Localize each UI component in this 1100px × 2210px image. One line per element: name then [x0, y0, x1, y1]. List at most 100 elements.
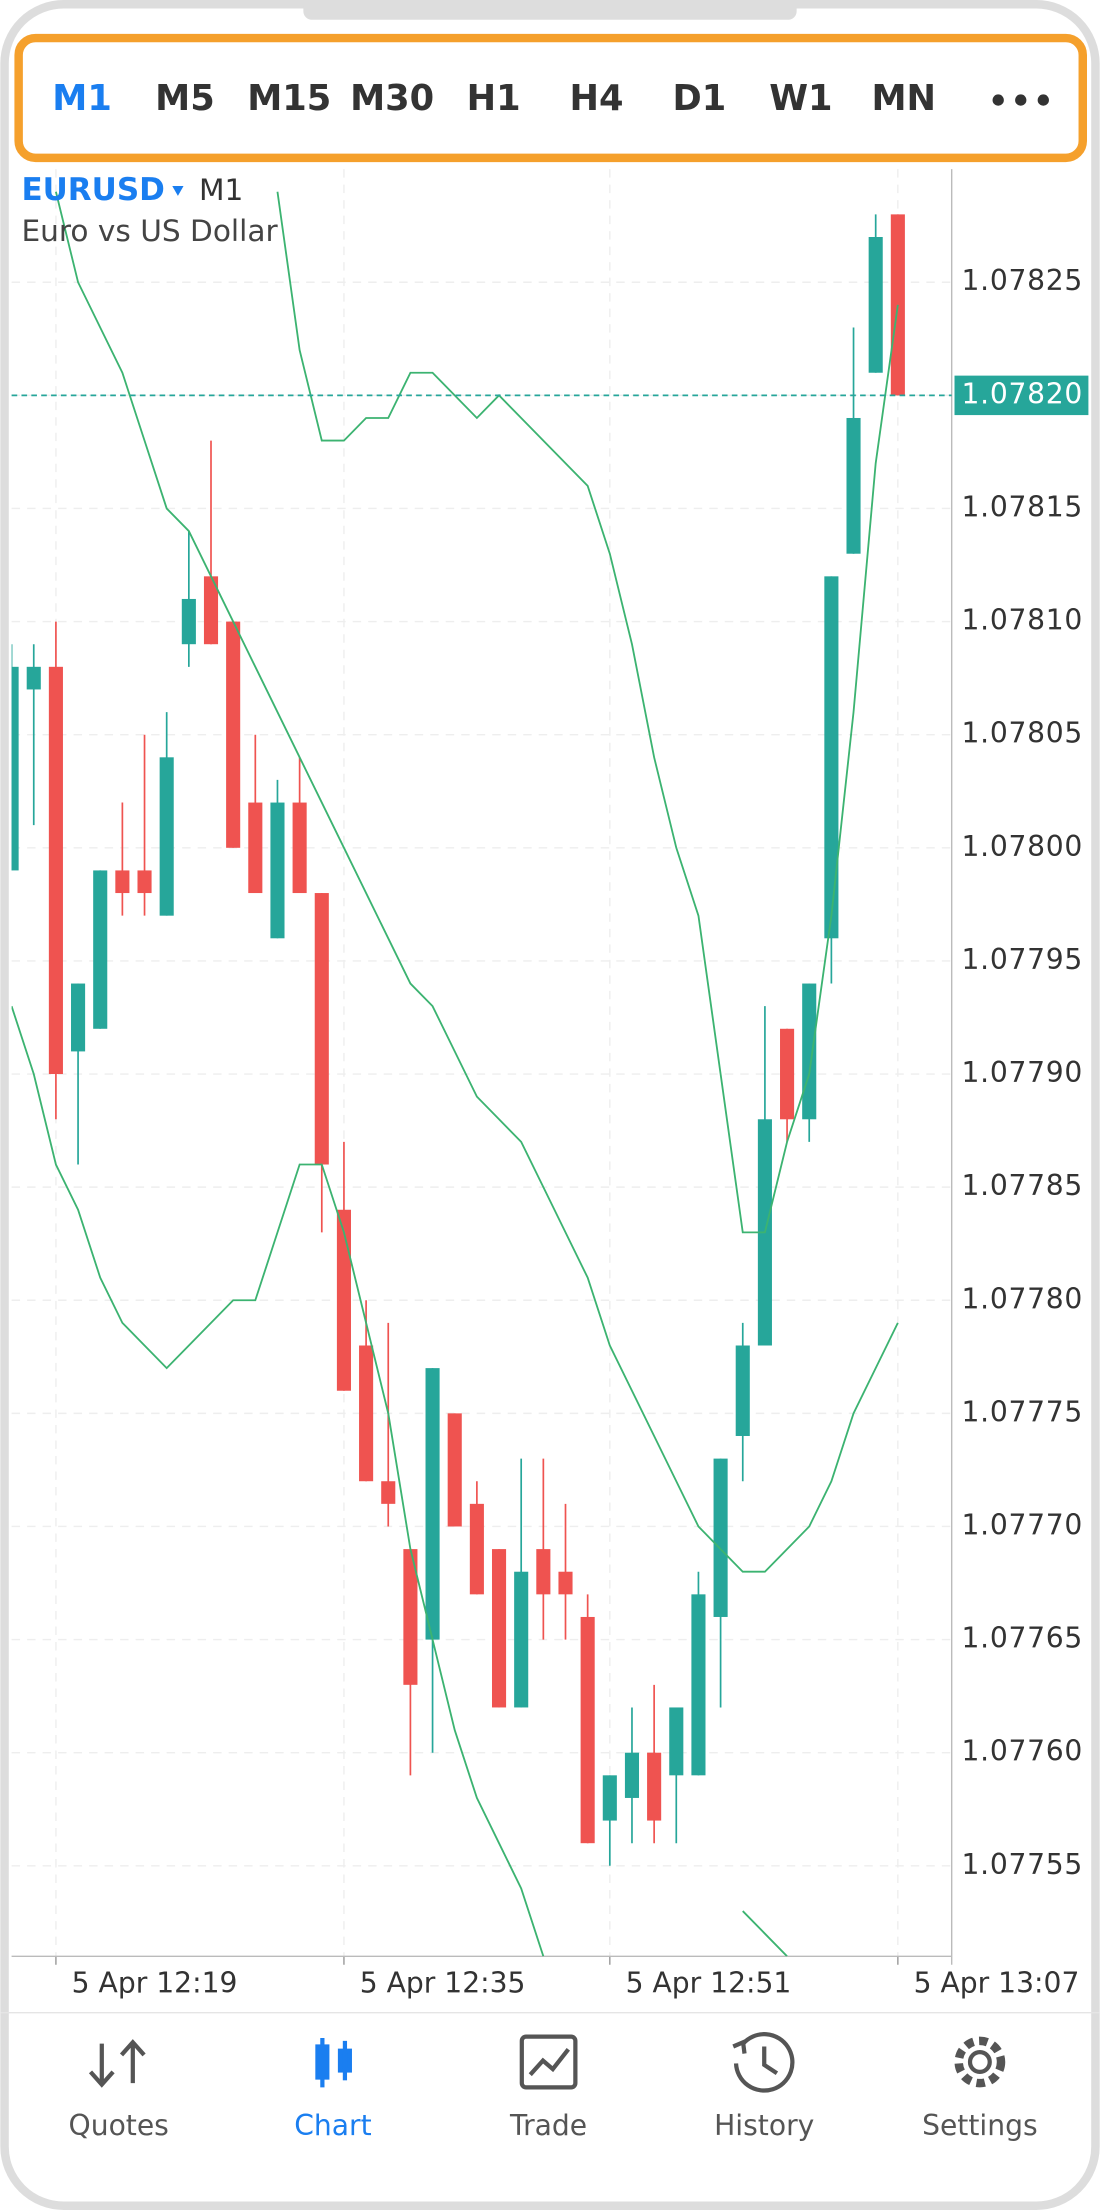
band-line — [11, 1005, 545, 1957]
candle-body — [159, 757, 174, 916]
dot — [992, 94, 1004, 106]
last-price-label: 1.07820 — [962, 377, 1083, 410]
candle-body — [359, 1345, 374, 1482]
more-button[interactable] — [992, 94, 1049, 106]
timeframe-bar — [14, 33, 1087, 163]
candle-body — [71, 983, 86, 1052]
tab-labels: Quotes Chart Trade History Settings — [69, 2109, 1038, 2142]
y-tick-label: 1.07790 — [962, 1056, 1083, 1089]
tab-label[interactable]: History — [714, 2109, 814, 2142]
candle-body — [26, 666, 41, 690]
y-tick-label: 1.07825 — [962, 264, 1083, 297]
timeframe-button[interactable]: M15 — [247, 78, 331, 119]
y-tick-label: 1.07810 — [962, 604, 1083, 637]
timeframe-button[interactable]: MN — [872, 78, 937, 119]
candle-body — [137, 870, 152, 894]
candle-body — [602, 1775, 617, 1821]
subtitle: Euro vs US Dollar — [21, 214, 278, 248]
chart: 1.07755 1.07760 1.07765 1.07770 1.07775 1.077… — [11, 169, 1089, 1999]
candle-body — [292, 802, 307, 894]
history-icon[interactable] — [732, 2032, 795, 2093]
band-line — [276, 191, 899, 1234]
candle-body — [647, 1752, 662, 1821]
candle-body — [381, 1481, 396, 1504]
candle-body — [314, 893, 329, 1165]
candle-body — [580, 1616, 595, 1844]
tab-label[interactable]: Settings — [922, 2109, 1038, 2142]
candle-body — [713, 1458, 728, 1617]
candle-body — [624, 1752, 640, 1798]
timeframe-button[interactable]: D1 — [673, 78, 727, 119]
candle-body — [336, 1209, 351, 1391]
tab-label[interactable]: Chart — [294, 2109, 371, 2142]
settings-icon[interactable] — [954, 2036, 1006, 2088]
candle-body — [669, 1707, 684, 1776]
candle-body — [802, 983, 817, 1120]
plot-area — [11, 191, 905, 1957]
x-tick-label: 5 Apr 12:51 — [626, 1966, 792, 1999]
y-tick-label: 1.07760 — [962, 1735, 1083, 1768]
symbol-dropdown[interactable] — [172, 186, 184, 196]
candle-body — [469, 1503, 484, 1595]
x-tick-label: 5 Apr 13:07 — [914, 1966, 1080, 1999]
y-tick-label: 1.07805 — [962, 717, 1083, 750]
y-tick-label: 1.07780 — [962, 1282, 1083, 1315]
candle-body — [270, 802, 285, 939]
candle-body — [425, 1368, 440, 1640]
timeframe-button[interactable]: H1 — [467, 78, 521, 119]
timeframe-button[interactable]: H4 — [570, 78, 624, 119]
y-tick-label: 1.07785 — [962, 1169, 1083, 1202]
y-tick-label: 1.07815 — [962, 490, 1083, 523]
candle-body — [735, 1345, 750, 1436]
candle-body — [514, 1571, 529, 1708]
trade-icon[interactable] — [519, 2034, 578, 2090]
quotes-icon[interactable] — [88, 2039, 146, 2088]
last-price-box — [954, 375, 1089, 416]
timeframe-button[interactable]: M5 — [155, 78, 215, 119]
timeframe-button[interactable]: W1 — [769, 78, 832, 119]
timeframes: M1 M5 M15 M30 H1 H4 D1 W1 MN — [52, 78, 936, 119]
timeframe-button[interactable]: M30 — [350, 78, 434, 119]
candle-body — [780, 1028, 795, 1120]
candle-body — [691, 1594, 706, 1776]
candle-body — [536, 1549, 551, 1595]
y-tick-label: 1.07800 — [962, 830, 1083, 863]
candle-body — [203, 576, 219, 645]
tab-icons — [88, 2032, 1006, 2093]
timeframe: M1 — [199, 173, 243, 207]
candle-body — [846, 417, 861, 554]
candle-body — [491, 1549, 507, 1708]
candle-body — [824, 576, 839, 939]
candle-body — [868, 236, 883, 373]
band-line — [55, 191, 899, 1573]
y-tick-label: 1.07795 — [962, 943, 1083, 976]
candle-body — [403, 1549, 418, 1685]
chart-icon[interactable] — [315, 2038, 352, 2088]
notch — [303, 0, 797, 20]
x-tick-label: 5 Apr 12:19 — [72, 1966, 238, 1999]
symbol[interactable]: EURUSD — [21, 172, 164, 208]
y-tick-label: 1.07775 — [962, 1395, 1083, 1428]
candle-body — [93, 870, 108, 1029]
x-tick-label: 5 Apr 12:35 — [360, 1966, 526, 1999]
candle-body — [248, 802, 263, 894]
y-tick-label: 1.07755 — [962, 1848, 1083, 1881]
candle-body — [181, 598, 196, 645]
y-tick-label: 1.07770 — [962, 1508, 1083, 1541]
y-tick-label: 1.07765 — [962, 1622, 1083, 1655]
dot — [1015, 94, 1027, 106]
band-line — [742, 1910, 788, 1957]
dot — [1037, 94, 1049, 106]
candle-body — [447, 1413, 462, 1527]
candle-body — [226, 621, 241, 848]
timeframe-button[interactable]: M1 — [52, 78, 112, 119]
candle-body — [115, 870, 130, 894]
candle-body — [48, 666, 63, 1075]
candle-body — [558, 1571, 573, 1595]
candle-body — [11, 666, 19, 871]
tab-label[interactable]: Quotes — [69, 2109, 169, 2142]
tab-label[interactable]: Trade — [509, 2109, 587, 2142]
